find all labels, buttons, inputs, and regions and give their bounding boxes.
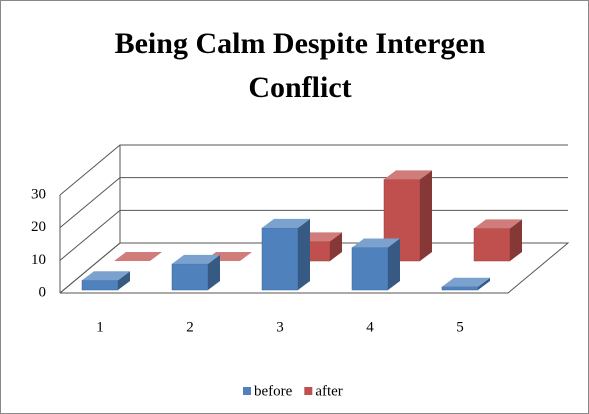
bar-front bbox=[171, 263, 209, 291]
bar-front bbox=[473, 228, 511, 262]
bar-front bbox=[441, 286, 479, 291]
bar-side bbox=[388, 238, 400, 290]
x-tick-label: 3 bbox=[276, 319, 284, 335]
bar-top bbox=[172, 254, 220, 264]
bar-top bbox=[262, 218, 310, 228]
y-tick-label: 20 bbox=[31, 219, 46, 235]
legend-label: before bbox=[254, 383, 293, 399]
bar-side bbox=[208, 254, 220, 290]
y-tick-label: 30 bbox=[31, 186, 46, 202]
bar-side bbox=[420, 170, 432, 261]
x-tick-label: 2 bbox=[186, 319, 194, 335]
grid-line bbox=[59, 144, 568, 196]
bar-side bbox=[510, 219, 522, 261]
bar-side bbox=[118, 271, 130, 290]
bar-top bbox=[442, 277, 490, 287]
bar-top bbox=[474, 219, 522, 229]
legend-swatch bbox=[304, 387, 313, 395]
x-tick-label: 5 bbox=[456, 319, 464, 335]
bar-side bbox=[330, 232, 342, 261]
bar-front bbox=[261, 227, 299, 291]
bar-front bbox=[351, 247, 389, 291]
y-tick-label: 0 bbox=[39, 284, 47, 300]
x-tick-label: 1 bbox=[96, 319, 104, 335]
chart-title: Being Calm Despite Intergen Conflict bbox=[114, 27, 486, 104]
legend-swatch bbox=[243, 387, 251, 395]
bar-top bbox=[384, 170, 432, 180]
bar-top bbox=[82, 271, 130, 281]
bar-top bbox=[114, 252, 162, 261]
x-tick-label: 4 bbox=[366, 319, 374, 335]
bar-front bbox=[81, 279, 119, 291]
y-tick-label: 10 bbox=[31, 252, 46, 268]
legend-label: after bbox=[315, 383, 342, 399]
bar-side bbox=[478, 277, 490, 290]
bar-top bbox=[352, 238, 400, 248]
bar-side bbox=[298, 218, 310, 290]
